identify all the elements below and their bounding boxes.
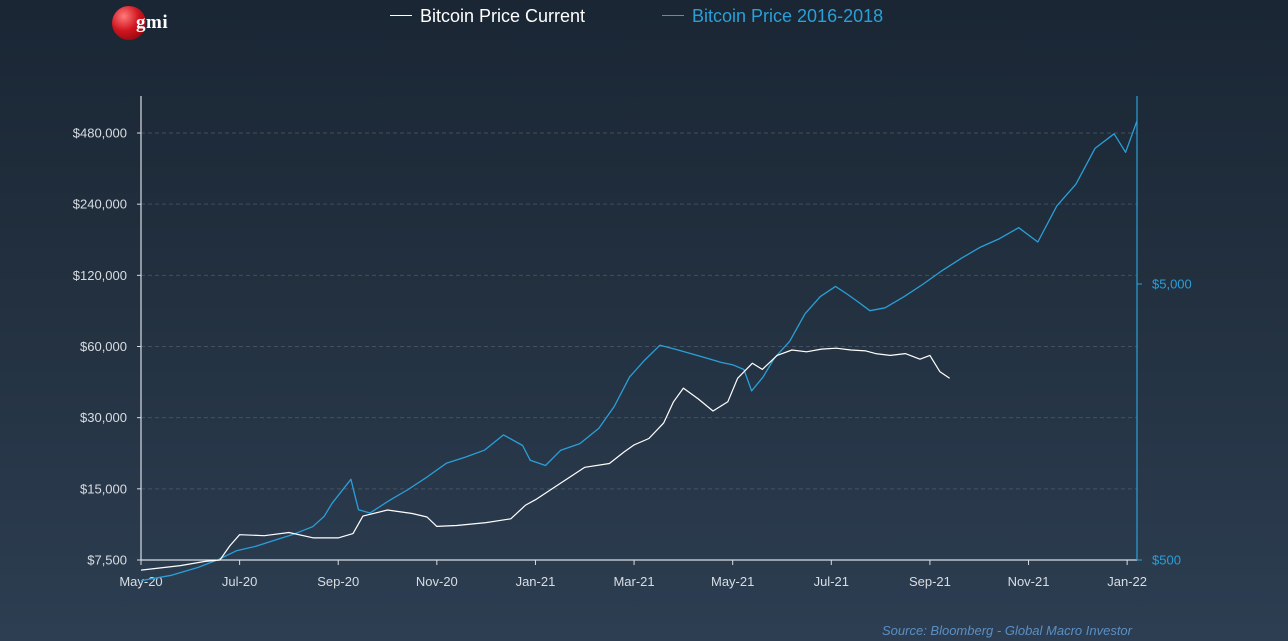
legend-label-current: Bitcoin Price Current <box>420 6 586 26</box>
series-line-bitcoin-current <box>140 347 950 571</box>
y-left-tick-label: $15,000 <box>80 481 127 496</box>
y-left-tick-label: $120,000 <box>73 268 127 283</box>
x-tick-label: Jul-21 <box>814 574 849 589</box>
legend-item-past: Bitcoin Price 2016-2018 <box>662 6 883 27</box>
x-tick-label: May-21 <box>711 574 754 589</box>
x-tick-label: May-20 <box>119 574 162 589</box>
y-left-tick-label: $240,000 <box>73 197 127 212</box>
legend-item-current: Bitcoin Price Current <box>390 6 585 27</box>
y-right-tick-label: $5,000 <box>1152 277 1192 292</box>
y-left-tick-label: $30,000 <box>80 410 127 425</box>
x-tick-label: Nov-21 <box>1008 574 1050 589</box>
y-left-tick-label: $480,000 <box>73 126 127 141</box>
x-tick-label: Sep-20 <box>317 574 359 589</box>
legend-swatch-past <box>662 14 684 16</box>
x-tick-label: Jan-22 <box>1107 574 1147 589</box>
y-left-tick-label: $7,500 <box>87 553 127 568</box>
logo-text: gmi <box>136 12 169 33</box>
series-line-bitcoin-2016-2018 <box>140 120 1138 582</box>
x-tick-label: Nov-20 <box>416 574 458 589</box>
gmi-logo: gmi <box>110 4 190 44</box>
source-note: Source: Bloomberg - Global Macro Investo… <box>882 623 1132 638</box>
legend-swatch-current <box>390 14 412 16</box>
y-left-tick-label: $60,000 <box>80 339 127 354</box>
legend-label-past: Bitcoin Price 2016-2018 <box>692 6 884 26</box>
x-tick-label: Mar-21 <box>613 574 654 589</box>
y-right-tick-label: $500 <box>1152 553 1181 568</box>
x-tick-label: Jan-21 <box>516 574 556 589</box>
x-tick-label: Sep-21 <box>909 574 951 589</box>
x-tick-label: Jul-20 <box>222 574 257 589</box>
logo-globe-icon <box>112 6 146 40</box>
